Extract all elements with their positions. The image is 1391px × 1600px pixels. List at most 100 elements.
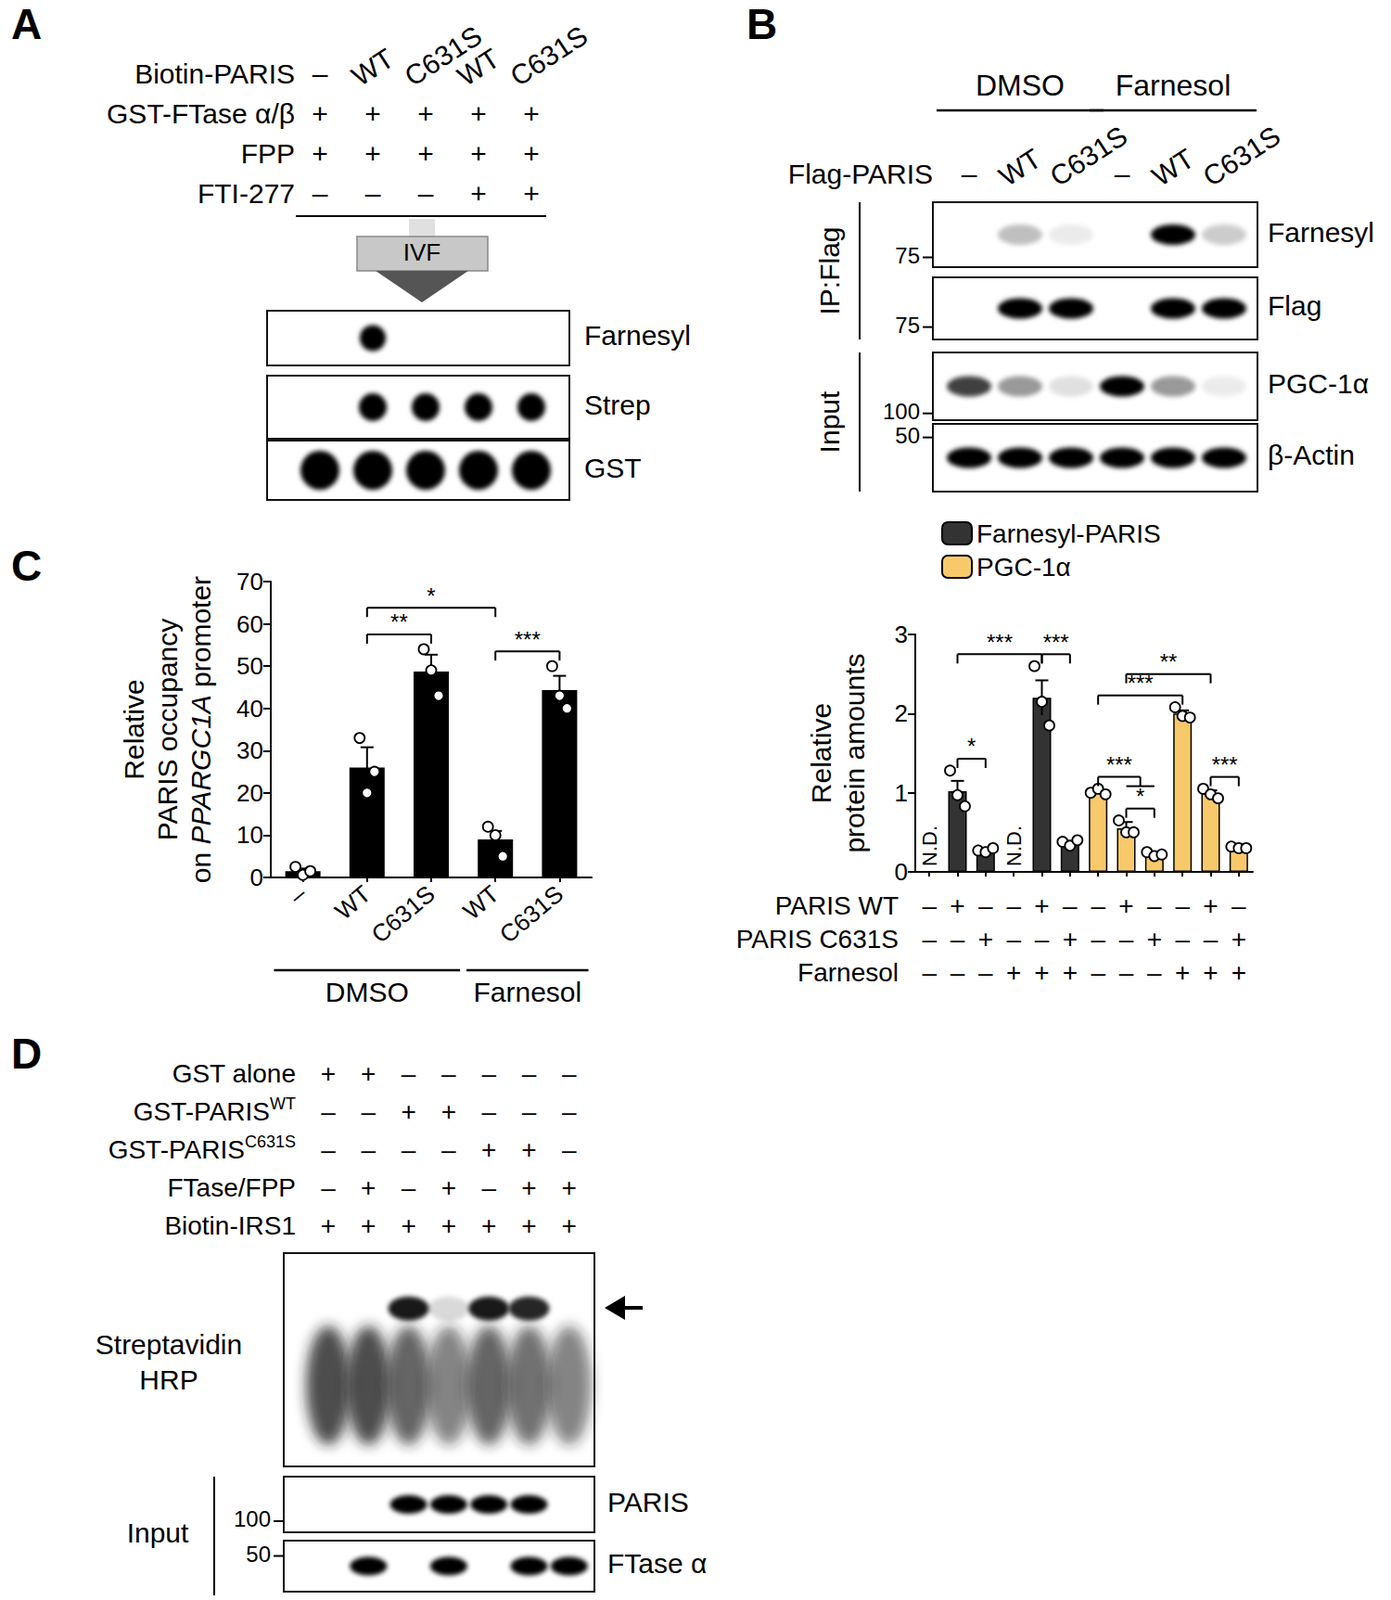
svg-text:PARIS: PARIS xyxy=(607,1486,690,1518)
svg-text:+: + xyxy=(470,98,487,129)
svg-text:+: + xyxy=(978,924,994,954)
svg-text:on: on xyxy=(185,843,217,883)
svg-text:–: – xyxy=(401,1135,417,1164)
svg-text:+: + xyxy=(1062,957,1078,987)
svg-text:Biotin-IRS1: Biotin-IRS1 xyxy=(164,1211,296,1240)
svg-text:20: 20 xyxy=(236,778,264,807)
svg-text:10: 10 xyxy=(236,820,264,849)
svg-text:70: 70 xyxy=(236,567,264,596)
svg-text:PARIS C631S: PARIS C631S xyxy=(736,924,899,954)
svg-text:–: – xyxy=(921,957,937,987)
svg-text:50: 50 xyxy=(236,651,264,680)
svg-text:+: + xyxy=(360,1211,376,1240)
svg-text:+: + xyxy=(417,98,434,129)
svg-text:protein amounts: protein amounts xyxy=(839,652,870,853)
svg-text:–: – xyxy=(401,1059,417,1088)
svg-text:+: + xyxy=(561,1211,577,1240)
svg-text:FTI-277: FTI-277 xyxy=(197,178,295,209)
svg-text:C631S: C631S xyxy=(1044,119,1133,192)
svg-text:promoter: promoter xyxy=(185,575,217,695)
svg-text:HRP: HRP xyxy=(139,1364,198,1395)
svg-text:–: – xyxy=(522,1097,537,1126)
svg-text:–: – xyxy=(978,957,994,987)
svg-text:WT: WT xyxy=(458,879,505,925)
svg-text:0: 0 xyxy=(894,857,908,886)
svg-text:–: – xyxy=(561,1059,577,1088)
svg-text:Farnesol: Farnesol xyxy=(472,976,582,1008)
svg-text:–: – xyxy=(1090,891,1106,920)
svg-text:2: 2 xyxy=(894,699,908,728)
svg-text:WT: WT xyxy=(1146,142,1200,192)
svg-text:**: ** xyxy=(390,609,409,635)
svg-text:–: – xyxy=(312,58,329,90)
svg-text:+: + xyxy=(1174,957,1190,987)
svg-text:–: – xyxy=(1174,891,1190,920)
svg-text:+: + xyxy=(1033,891,1049,920)
svg-text:Farnesyl: Farnesyl xyxy=(584,319,691,351)
svg-text:+: + xyxy=(470,138,487,169)
svg-text:+: + xyxy=(360,1173,376,1202)
svg-text:–: – xyxy=(950,957,966,987)
svg-text:Input: Input xyxy=(127,1517,190,1548)
svg-text:+: + xyxy=(1231,957,1247,987)
svg-text:WT: WT xyxy=(329,879,376,925)
svg-text:1: 1 xyxy=(894,778,908,807)
svg-text:50: 50 xyxy=(245,1541,271,1567)
svg-text:–: – xyxy=(1006,891,1021,920)
svg-text:IVF: IVF xyxy=(403,238,441,267)
svg-text:–: – xyxy=(1147,957,1162,987)
svg-text:+: + xyxy=(1202,957,1218,987)
svg-text:–: – xyxy=(561,1097,577,1126)
svg-text:C631S: C631S xyxy=(398,19,487,92)
svg-text:–: – xyxy=(441,1059,457,1088)
svg-text:Farnesyl: Farnesyl xyxy=(1267,216,1375,248)
svg-text:A: A xyxy=(11,0,42,49)
svg-text:–: – xyxy=(441,1135,457,1164)
svg-text:–: – xyxy=(401,1173,417,1202)
svg-text:–: – xyxy=(283,879,313,910)
svg-text:Strep: Strep xyxy=(584,389,651,421)
svg-text:–: – xyxy=(481,1097,497,1126)
svg-text:–: – xyxy=(1203,924,1219,954)
svg-text:–: – xyxy=(361,1135,377,1164)
svg-text:Input: Input xyxy=(814,390,845,453)
svg-text:–: – xyxy=(950,924,966,954)
svg-text:Farnesol: Farnesol xyxy=(1115,68,1232,103)
svg-text:DMSO: DMSO xyxy=(325,976,409,1008)
svg-text:75: 75 xyxy=(894,312,920,338)
svg-text:+: + xyxy=(311,138,329,169)
svg-text:B: B xyxy=(746,0,778,49)
svg-text:WT: WT xyxy=(993,142,1047,192)
svg-text:60: 60 xyxy=(236,610,264,639)
svg-text:PARIS WT: PARIS WT xyxy=(775,891,899,920)
svg-text:***: *** xyxy=(1043,629,1070,655)
svg-text:–: – xyxy=(481,1059,497,1088)
svg-text:–: – xyxy=(1231,891,1247,920)
svg-text:–: – xyxy=(312,178,329,209)
svg-text:β-Actin: β-Actin xyxy=(1267,439,1355,471)
svg-text:–: – xyxy=(1147,891,1162,920)
svg-text:–: – xyxy=(961,158,978,190)
svg-text:+: + xyxy=(441,1211,457,1240)
svg-text:Streptavidin: Streptavidin xyxy=(95,1328,243,1360)
svg-text:WT: WT xyxy=(345,42,399,92)
svg-text:–: – xyxy=(1090,924,1106,954)
svg-text:*: * xyxy=(967,733,976,759)
svg-text:+: + xyxy=(1202,891,1218,920)
svg-text:+: + xyxy=(360,1059,376,1088)
svg-text:PGC-1α: PGC-1α xyxy=(976,552,1072,582)
svg-text:+: + xyxy=(521,1173,536,1202)
svg-text:+: + xyxy=(311,98,329,129)
svg-text:+: + xyxy=(1006,957,1021,987)
svg-text:100: 100 xyxy=(233,1505,271,1532)
svg-text:C: C xyxy=(11,541,42,590)
svg-text:+: + xyxy=(1231,924,1247,954)
svg-text:***: *** xyxy=(1212,752,1238,778)
svg-text:PPARGC1A: PPARGC1A xyxy=(185,694,217,844)
svg-text:Biotin-PARIS: Biotin-PARIS xyxy=(134,58,295,90)
svg-text:PGC-1α: PGC-1α xyxy=(1267,368,1369,399)
svg-text:GST-PARISC631S: GST-PARISC631S xyxy=(108,1132,296,1165)
svg-text:+: + xyxy=(364,98,382,129)
svg-text:FTase/FPP: FTase/FPP xyxy=(167,1173,296,1202)
svg-text:+: + xyxy=(523,178,540,209)
